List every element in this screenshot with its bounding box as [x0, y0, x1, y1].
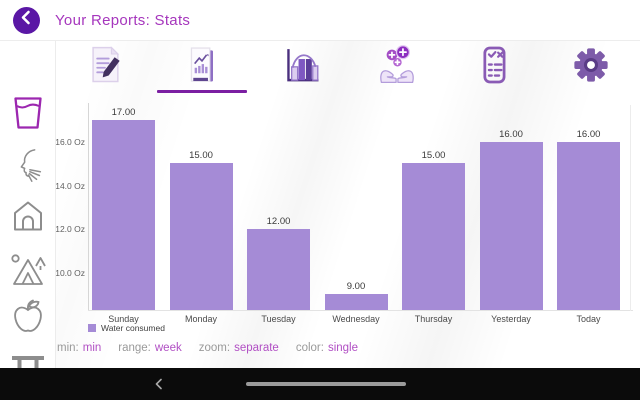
sidebar-item-home[interactable] [0, 199, 55, 238]
chart-bar[interactable] [247, 228, 310, 310]
y-axis-tick-label: 14.0 Oz [55, 180, 85, 191]
tab-care[interactable] [348, 41, 445, 94]
x-axis-category-label: Monday [184, 314, 218, 324]
checklist-icon [472, 43, 516, 92]
y-axis-tick-label: 12.0 Oz [55, 224, 85, 235]
tab-settings[interactable] [543, 41, 640, 94]
camping-icon [9, 251, 47, 294]
option-value[interactable]: min [82, 342, 102, 354]
option-value[interactable]: separate [234, 342, 279, 354]
apple-icon [11, 297, 45, 340]
option-value[interactable]: single [327, 342, 359, 354]
option-color[interactable]: color: single [296, 342, 358, 354]
page-title: Your Reports: Stats [55, 11, 191, 29]
house-icon [11, 199, 45, 238]
x-axis-category-label: Tuesday [261, 314, 296, 324]
y-axis-tick-label: 10.0 Oz [55, 267, 85, 278]
sidebar-item-water[interactable] [0, 95, 55, 136]
chart-bar[interactable] [479, 141, 543, 310]
legend-label: Water consumed [101, 323, 165, 333]
bar-value-label: 15.00 [189, 150, 213, 162]
water-glass-icon [10, 95, 46, 136]
android-nav-bar [0, 368, 640, 400]
x-axis-category-label: Yesterday [491, 314, 531, 324]
edit-note-icon [83, 43, 127, 92]
chart-legend: Water consumed [88, 323, 165, 333]
bar-value-label: 16.00 [499, 128, 523, 140]
back-button[interactable] [13, 4, 40, 36]
tab-bar [56, 41, 640, 94]
bar-value-label: 12.00 [266, 215, 291, 227]
app-window: Your Reports: Stats [0, 0, 640, 368]
android-back-button[interactable] [152, 377, 166, 396]
chevron-left-icon [13, 4, 40, 36]
sneeze-icon [9, 146, 47, 191]
chart-bar[interactable] [557, 141, 620, 310]
option-label: zoom: [198, 342, 231, 354]
hands-care-icon [375, 43, 419, 92]
tab-checklist[interactable] [445, 41, 542, 94]
sidebar [0, 41, 56, 368]
histogram-icon [277, 43, 321, 92]
bench-icon [11, 353, 45, 368]
chart-bar[interactable] [169, 163, 233, 310]
legend-swatch [88, 324, 96, 332]
chart-bar[interactable] [92, 119, 155, 310]
x-axis-category-label: Sunday [108, 314, 139, 324]
bar-value-label: 17.00 [111, 106, 136, 118]
header: Your Reports: Stats [0, 0, 640, 41]
y-axis-tick-label: 16.0 Oz [55, 137, 85, 148]
y-axis-line [88, 103, 89, 311]
x-axis-category-label: Today [576, 314, 601, 324]
tab-histogram[interactable] [251, 41, 348, 94]
chart-bar[interactable] [402, 163, 465, 310]
tab-stats[interactable] [153, 41, 250, 94]
option-range[interactable]: range: week [118, 342, 181, 354]
settings-gear-icon [570, 44, 612, 91]
selected-tab-underline [156, 90, 247, 93]
chart-right-border [630, 105, 631, 311]
stats-report-icon [180, 43, 224, 92]
sidebar-item-outdoors[interactable] [0, 251, 55, 294]
bar-value-label: 15.00 [421, 150, 446, 162]
sidebar-item-bench[interactable] [0, 353, 55, 368]
option-zoom[interactable]: zoom: separate [199, 342, 279, 354]
option-min[interactable]: min: min [57, 342, 101, 354]
option-label: min: [57, 342, 79, 354]
tab-edit-log[interactable] [56, 41, 153, 94]
x-axis-line [88, 310, 633, 311]
option-label: range: [118, 342, 151, 354]
option-label: color: [295, 342, 324, 354]
x-axis-category-label: Thursday [414, 314, 453, 324]
chart-bar[interactable] [324, 293, 388, 310]
bar-value-label: 9.00 [346, 280, 366, 292]
chevron-left-icon [152, 378, 166, 395]
sidebar-item-sneeze[interactable] [0, 146, 55, 191]
water-bar-chart: 16.0 Oz 14.0 Oz 12.0 Oz 10.0 Oz 17.00 Sunday 1… [55, 95, 640, 341]
bar-value-label: 16.00 [576, 128, 601, 140]
chart-options: min: min range: week zoom: separate colo… [57, 342, 375, 354]
x-axis-category-label: Wednesday [332, 314, 380, 324]
sidebar-item-food[interactable] [0, 297, 55, 340]
option-value[interactable]: week [154, 342, 182, 354]
home-pill[interactable] [246, 382, 406, 386]
